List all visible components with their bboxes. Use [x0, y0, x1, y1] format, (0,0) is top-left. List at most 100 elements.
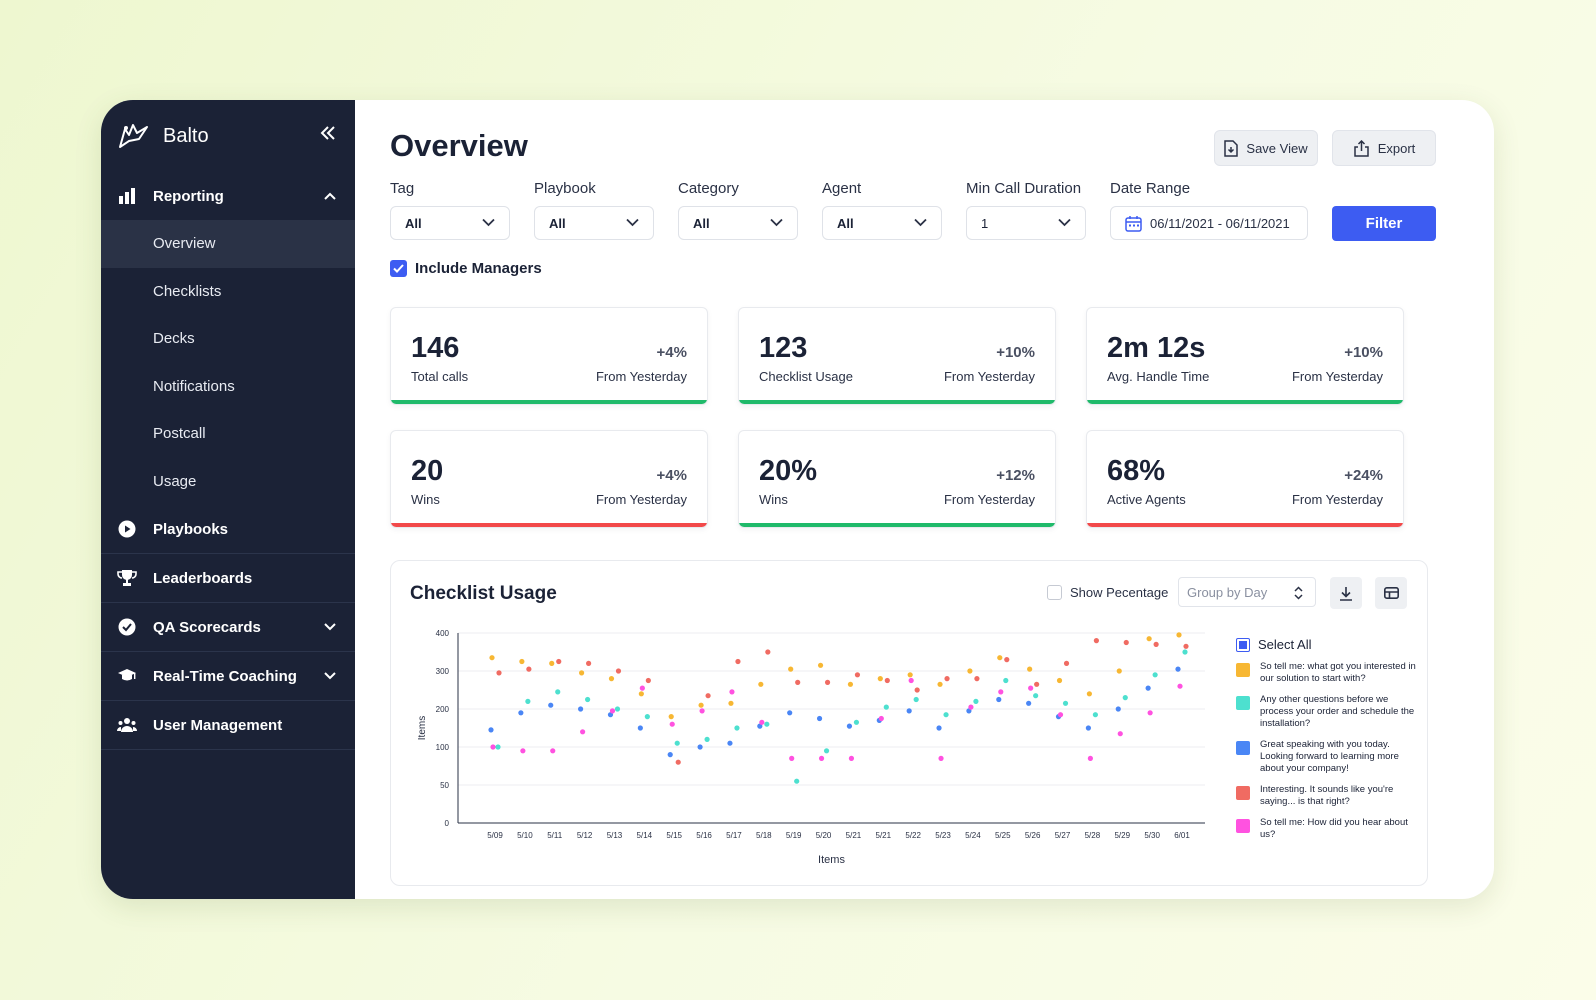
sidebar-subitem-notifications[interactable]: Notifications [101, 363, 355, 411]
data-point [644, 714, 650, 720]
x-tick-label: 5/27 [1055, 831, 1071, 840]
agent-select[interactable]: All [822, 206, 942, 240]
kpi-status-bar [391, 400, 707, 404]
legend-item[interactable]: So tell me: what got you interested in o… [1236, 661, 1416, 685]
sidebar-item-playbooks[interactable]: Playbooks [101, 505, 355, 554]
data-point [518, 710, 524, 716]
sidebar-item-leaderboards[interactable]: Leaderboards [101, 554, 355, 603]
legend-label: So tell me: what got you interested in o… [1260, 661, 1416, 684]
data-point [1003, 677, 1009, 684]
data-point [555, 689, 561, 695]
x-tick-label: 5/21 [876, 831, 892, 840]
chart-legend: Select All So tell me: what got you inte… [1236, 637, 1416, 841]
x-tick-label: 5/17 [726, 831, 742, 840]
category-select[interactable]: All [678, 206, 798, 240]
date-range-value: 06/11/2021 - 06/11/2021 [1150, 215, 1290, 231]
data-point [936, 725, 942, 731]
data-point [817, 662, 824, 668]
sidebar-subitem-postcall[interactable]: Postcall [101, 410, 355, 458]
data-point [705, 693, 711, 699]
sidebar-subitem-usage[interactable]: Usage [101, 458, 355, 506]
legend-item[interactable]: Interesting. It sounds like you're sayin… [1236, 784, 1416, 808]
x-tick-label: 5/23 [935, 831, 951, 840]
x-axis-label: Items [818, 854, 845, 866]
data-point [668, 714, 674, 720]
legend-label: Any other questions before we process yo… [1260, 694, 1415, 729]
data-point [944, 676, 950, 682]
data-point [759, 719, 765, 725]
data-point [526, 666, 532, 672]
table-view-button[interactable] [1375, 577, 1407, 609]
data-point [1034, 681, 1040, 687]
kpi-sub: From Yesterday [595, 492, 687, 507]
balto-logo-icon [119, 124, 148, 148]
data-point [697, 744, 703, 750]
x-tick-label: 5/29 [1114, 831, 1130, 840]
data-point [968, 704, 974, 710]
data-point [490, 744, 496, 750]
kpi-sub: From Yesterday [943, 492, 1035, 507]
collapse-sidebar-icon[interactable] [319, 124, 337, 142]
legend-item[interactable]: So tell me: How did you hear about us? [1236, 817, 1416, 841]
data-point [638, 691, 644, 697]
data-point [615, 668, 622, 674]
playbook-select[interactable]: All [534, 206, 654, 240]
sidebar-subitem-decks[interactable]: Decks [101, 315, 355, 363]
export-label: Export [1377, 140, 1416, 156]
data-point [1122, 695, 1128, 701]
category-label: Category [678, 180, 739, 197]
tag-select[interactable]: All [390, 206, 510, 240]
sidebar-item-real-time-coaching[interactable]: Real-Time Coaching [101, 652, 355, 701]
data-point [1087, 755, 1093, 761]
data-point [765, 649, 771, 655]
kpi-value: 123 [759, 332, 808, 364]
x-tick-label: 5/11 [547, 831, 563, 840]
sidebar-item-qa-scorecards[interactable]: QA Scorecards [101, 603, 355, 652]
filter-button[interactable]: Filter [1332, 206, 1436, 241]
kpi-card-avg-handle-time: 2m 12s Avg. Handle Time +10% From Yester… [1086, 307, 1404, 405]
check-circle-icon [117, 617, 137, 637]
legend-item[interactable]: Great speaking with you today. Looking f… [1236, 739, 1416, 775]
table-icon [1383, 587, 1399, 599]
data-point [1146, 636, 1152, 642]
include-managers-checkbox[interactable]: Include Managers [390, 260, 542, 277]
kpi-status-bar [739, 400, 1055, 404]
data-point [913, 696, 919, 703]
app-window: Balto Reporting Overview Checklists Deck… [101, 100, 1494, 899]
sidebar-subitem-overview[interactable]: Overview [101, 220, 355, 268]
data-point [578, 706, 584, 712]
export-button[interactable]: Export [1332, 130, 1436, 166]
x-tick-label: 5/21 [846, 831, 862, 840]
playbook-value: All [549, 215, 566, 231]
download-button[interactable] [1330, 577, 1362, 609]
data-point [794, 778, 800, 784]
kpi-label: Checklist Usage [759, 369, 853, 384]
select-all-checkbox[interactable]: Select All [1236, 637, 1416, 652]
save-file-icon [1224, 139, 1239, 157]
legend-item[interactable]: Any other questions before we process yo… [1236, 694, 1416, 730]
data-point [908, 677, 914, 684]
x-tick-label: 5/16 [696, 831, 712, 840]
data-point [758, 681, 764, 687]
data-point [1027, 666, 1033, 672]
save-view-button[interactable]: Save View [1214, 130, 1318, 166]
data-point [853, 719, 860, 725]
show-percentage-checkbox[interactable]: Show Pecentage [1047, 585, 1168, 600]
data-point [1092, 712, 1098, 718]
data-point [847, 681, 854, 687]
min-call-duration-select[interactable]: 1 [966, 206, 1086, 240]
kpi-card-wins-percent: 20% Wins +12% From Yesterday [738, 430, 1056, 528]
data-point [669, 721, 675, 727]
sidebar-item-user-management[interactable]: User Management [101, 701, 355, 750]
kpi-change: +12% [996, 467, 1035, 484]
group-by-select[interactable]: Group by Day [1178, 577, 1316, 607]
show-percentage-label: Show Pecentage [1070, 585, 1169, 600]
data-point [525, 698, 531, 704]
sidebar-item-reporting[interactable]: Reporting [101, 172, 355, 220]
sidebar-subitem-checklists[interactable]: Checklists [101, 268, 355, 316]
chevron-down-icon [324, 623, 336, 631]
sidebar-subitem-label: Postcall [153, 425, 206, 443]
date-range-picker[interactable]: 06/11/2021 - 06/11/2021 [1110, 206, 1308, 240]
sidebar-subitem-label: Overview [153, 235, 216, 253]
data-point [846, 723, 853, 729]
